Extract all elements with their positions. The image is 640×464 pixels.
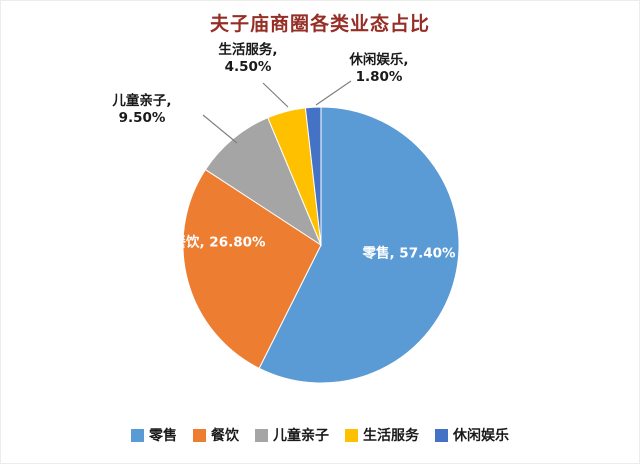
legend-swatch-餐饮 (193, 428, 206, 442)
pie-slice-餐饮 (182, 168, 322, 370)
legend: 零售 餐饮 儿童亲子 生活服务 休闲娱乐 (1, 425, 639, 445)
leader-line-儿童亲子 (202, 114, 238, 144)
slice-label-生活服务: 生活服务, 4.50% (218, 42, 278, 75)
slice-label-零售: 零售, 57.40% (362, 245, 456, 262)
legend-item-儿童亲子: 儿童亲子 (255, 425, 329, 445)
leader-line-休闲娱乐 (315, 80, 352, 106)
legend-swatch-儿童亲子 (255, 428, 268, 442)
legend-swatch-休闲娱乐 (435, 428, 448, 442)
legend-item-餐饮: 餐饮 (193, 425, 239, 445)
legend-swatch-零售 (131, 428, 144, 442)
legend-swatch-生活服务 (345, 428, 358, 442)
slice-label-餐饮: 餐饮, 26.80% (172, 234, 266, 251)
legend-label-餐饮: 餐饮 (211, 428, 239, 444)
pie-slice-休闲娱乐 (304, 106, 322, 246)
legend-label-儿童亲子: 儿童亲子 (273, 428, 329, 444)
leader-line-生活服务 (262, 82, 289, 108)
legend-item-生活服务: 生活服务 (345, 425, 419, 445)
legend-item-休闲娱乐: 休闲娱乐 (435, 425, 509, 445)
legend-label-生活服务: 生活服务 (363, 428, 419, 444)
legend-item-零售: 零售 (131, 425, 177, 445)
pie-slice-零售 (258, 106, 460, 384)
legend-label-零售: 零售 (149, 428, 177, 444)
slice-label-儿童亲子: 儿童亲子, 9.50% (112, 93, 172, 126)
legend-label-休闲娱乐: 休闲娱乐 (453, 428, 509, 444)
slice-label-休闲娱乐: 休闲娱乐, 1.80% (349, 52, 409, 85)
chart-title: 夫子庙商圈各类业态占比 (209, 13, 430, 35)
